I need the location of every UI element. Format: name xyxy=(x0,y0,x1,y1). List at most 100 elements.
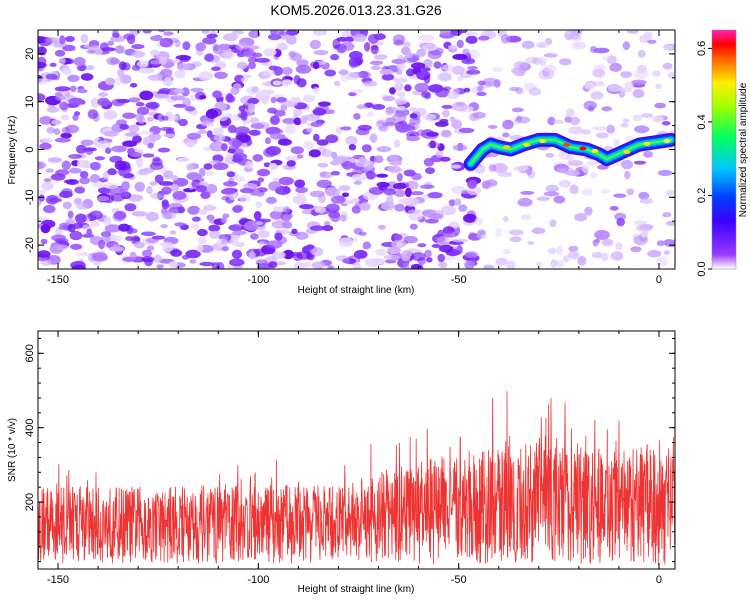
noise-blob xyxy=(38,189,47,194)
noise-blob xyxy=(181,254,190,260)
noise-blob xyxy=(378,125,389,132)
noise-blob xyxy=(476,91,487,97)
noise-blob xyxy=(270,96,277,104)
noise-blob xyxy=(199,95,207,100)
noise-blob xyxy=(359,202,371,211)
noise-blob xyxy=(536,196,551,201)
noise-blob xyxy=(134,181,145,192)
noise-blob xyxy=(520,214,532,221)
noise-blob xyxy=(192,216,201,222)
noise-blob xyxy=(151,235,166,240)
noise-blob xyxy=(421,67,431,72)
noise-blob xyxy=(626,188,635,196)
noise-blob xyxy=(308,149,321,158)
noise-blob xyxy=(288,50,297,58)
noise-blob xyxy=(624,170,631,180)
noise-blob xyxy=(38,254,51,261)
noise-blob xyxy=(413,107,427,116)
noise-blob xyxy=(492,66,504,73)
noise-blob xyxy=(306,127,313,133)
noise-blob xyxy=(170,249,183,257)
noise-blob xyxy=(450,164,462,169)
noise-blob xyxy=(127,34,136,45)
noise-blob xyxy=(616,217,625,227)
noise-blob xyxy=(43,205,56,214)
y-tick-label: 200 xyxy=(24,493,36,511)
noise-blob xyxy=(38,46,47,56)
noise-blob xyxy=(435,150,444,158)
noise-blob xyxy=(618,87,633,93)
noise-blob xyxy=(263,147,277,158)
noise-blob xyxy=(43,178,52,183)
noise-blob xyxy=(67,223,76,233)
noise-blob xyxy=(200,191,211,200)
noise-blob xyxy=(141,256,155,263)
noise-blob xyxy=(54,49,66,57)
noise-blob xyxy=(574,213,588,222)
noise-blob xyxy=(257,177,264,183)
noise-blob xyxy=(208,230,221,239)
noise-blob xyxy=(620,122,629,128)
noise-blob xyxy=(153,254,162,263)
noise-blob xyxy=(65,124,79,134)
noise-blob xyxy=(161,202,170,210)
noise-blob xyxy=(449,116,456,122)
noise-blob xyxy=(556,245,564,256)
noise-blob xyxy=(40,238,48,245)
noise-blob xyxy=(62,44,76,52)
signal-hotspot xyxy=(623,149,631,154)
noise-blob xyxy=(615,242,623,251)
noise-blob xyxy=(406,135,421,142)
noise-blob xyxy=(75,144,87,154)
noise-blob xyxy=(240,77,249,83)
noise-blob xyxy=(464,251,479,259)
noise-blob xyxy=(439,30,451,36)
noise-blob xyxy=(423,75,431,84)
noise-blob xyxy=(410,62,426,70)
noise-blob xyxy=(284,124,296,135)
noise-blob xyxy=(197,229,208,237)
noise-blob xyxy=(373,54,388,60)
noise-blob xyxy=(405,68,415,77)
noise-blob xyxy=(64,91,71,98)
noise-blob xyxy=(557,167,567,174)
noise-blob xyxy=(149,181,157,186)
noise-blob xyxy=(47,157,63,163)
noise-blob xyxy=(103,110,118,120)
noise-blob xyxy=(423,157,435,167)
signal-trace-band xyxy=(469,138,672,165)
noise-blob xyxy=(392,182,407,190)
noise-blob xyxy=(465,31,478,37)
noise-blob xyxy=(229,258,245,267)
noise-blob xyxy=(441,64,455,72)
noise-blob xyxy=(223,51,235,60)
noise-blob xyxy=(122,140,138,147)
noise-blob xyxy=(98,187,112,194)
noise-blob xyxy=(161,115,169,121)
noise-blob xyxy=(352,197,360,203)
noise-blob xyxy=(253,211,262,221)
noise-blob xyxy=(506,260,516,269)
noise-blob xyxy=(586,161,599,166)
noise-blob xyxy=(58,57,66,65)
noise-blob xyxy=(175,54,192,61)
noise-blob xyxy=(80,139,94,146)
noise-blob xyxy=(62,201,72,210)
noise-blob xyxy=(67,74,80,83)
noise-blob xyxy=(290,146,304,155)
noise-blob xyxy=(299,204,314,210)
noise-blob xyxy=(296,251,312,260)
noise-blob xyxy=(514,60,529,71)
noise-blob xyxy=(389,87,396,95)
noise-blob xyxy=(316,179,332,188)
noise-blob xyxy=(365,170,376,180)
noise-blob xyxy=(448,199,456,207)
noise-blob xyxy=(550,259,558,268)
noise-blob xyxy=(592,239,599,247)
noise-blob xyxy=(54,92,63,97)
noise-blob xyxy=(333,156,349,163)
noise-blob xyxy=(362,243,369,250)
noise-blob xyxy=(281,221,293,229)
noise-blob xyxy=(186,163,194,171)
noise-blob xyxy=(282,117,296,125)
